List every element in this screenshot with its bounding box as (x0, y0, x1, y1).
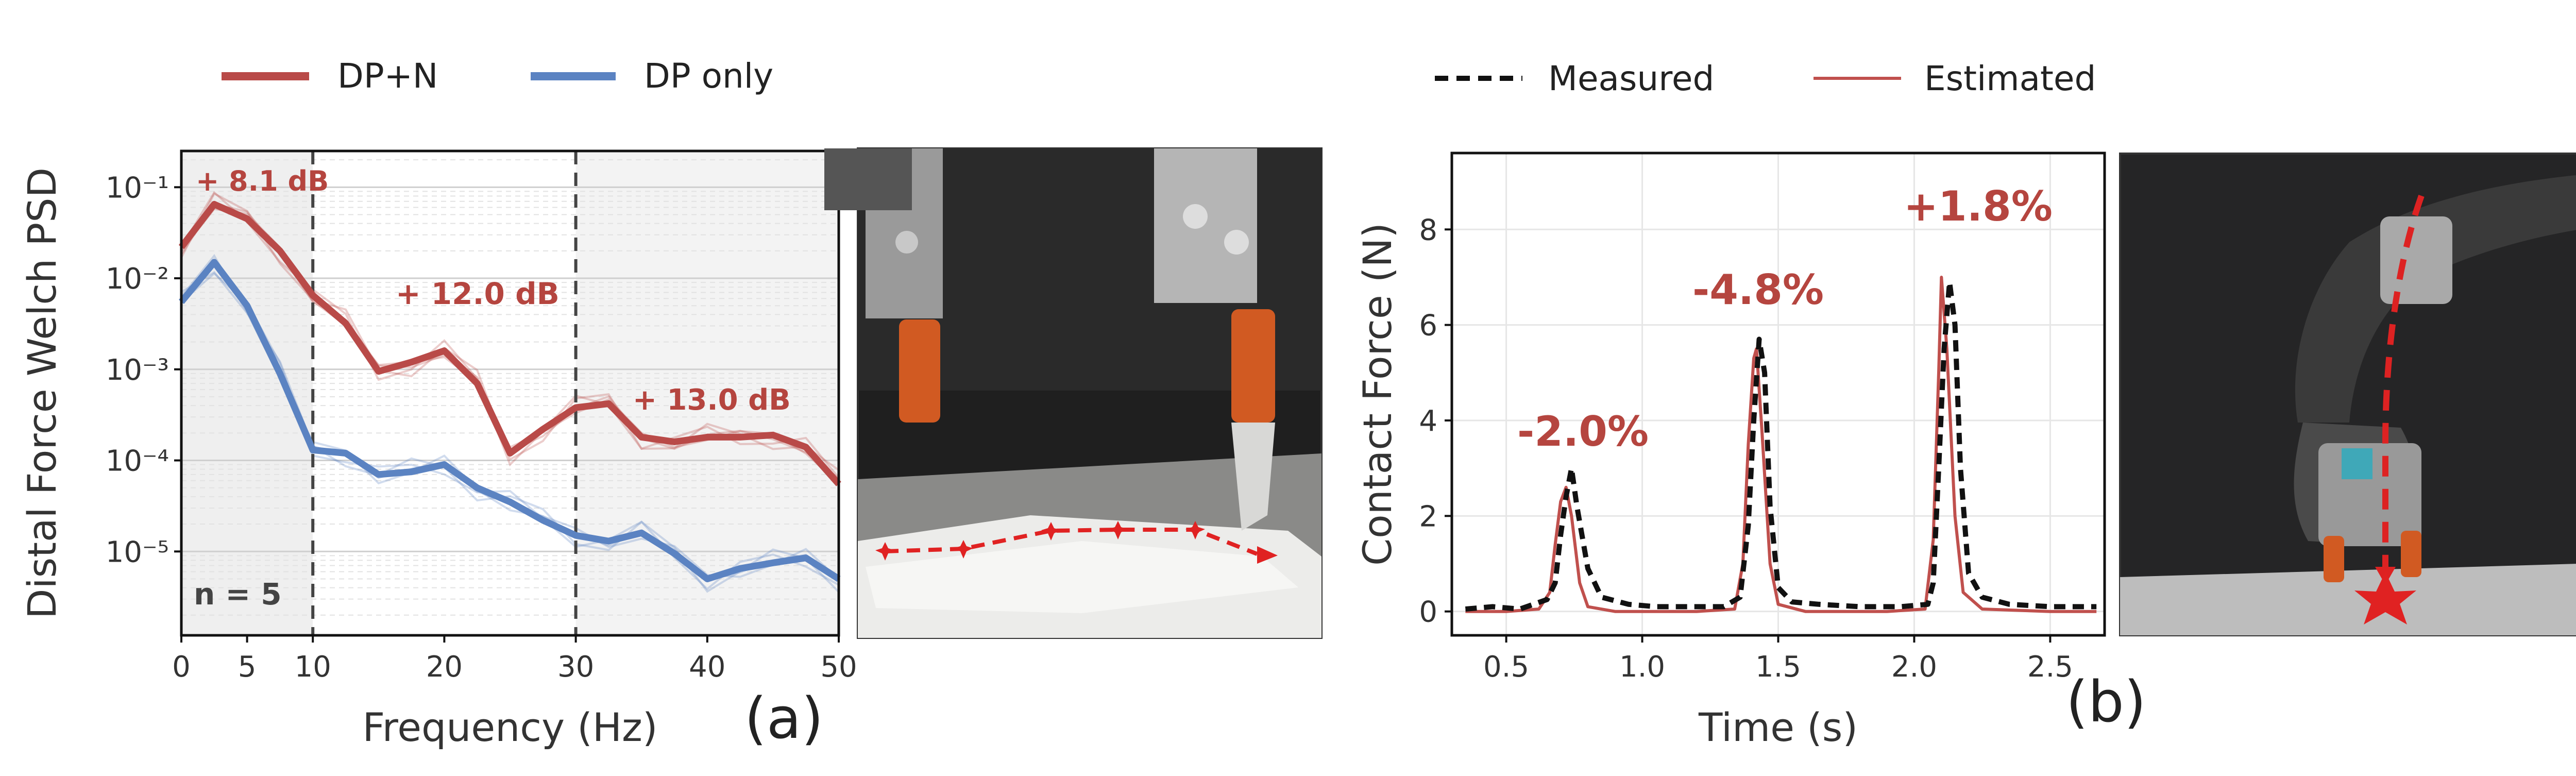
x-tick-label: 40 (689, 650, 725, 684)
robot-sensor-board (2342, 448, 2372, 479)
panel-label-a: (a) (744, 685, 823, 751)
x-tick-label: 50 (820, 650, 857, 684)
star-marker-icon (875, 542, 895, 561)
panel-label-b: (b) (2066, 669, 2146, 735)
y-tick-label: 2 (1419, 500, 1437, 533)
contact-force-chart: 0.5 1.0 1.5 2.0 2.5 0 2 4 6 8 Time (s) Contact F… (1354, 151, 2106, 750)
robot-table-surface (2120, 564, 2576, 635)
psd-annotation-band3: + 13.0 dB (633, 383, 791, 417)
x-tick-label: 0.5 (1483, 650, 1529, 684)
x-tick-label: 20 (426, 650, 463, 684)
right-finger-link (1154, 148, 1257, 303)
force-annotation-peak1: -2.0% (1517, 408, 1649, 456)
contact-point-star-icon (2354, 572, 2416, 625)
robot-finger-pad-left (2324, 536, 2344, 582)
soft-fabric-fold (866, 541, 1298, 613)
psd-y-axis-label: Distal Force Welch PSD (19, 167, 65, 619)
legend-left: DP+N DP only (222, 56, 773, 96)
force-annotation-peak3: +1.8% (1904, 182, 2053, 230)
y-tick-label: 6 (1419, 309, 1437, 343)
legend-estimated-label: Estimated (1924, 59, 2096, 98)
dpn-mean-line (178, 200, 841, 486)
psd-chart: 0 5 10 20 30 40 50 10⁻⁵ 10⁻⁴ 10⁻³ 10⁻² 10⁻¹ Freque… (19, 149, 857, 750)
x-tick-label: 30 (557, 650, 594, 684)
x-tick-label: 5 (238, 650, 257, 684)
legend-measured-label: Measured (1548, 59, 1714, 98)
psd-band-dividers (311, 151, 578, 635)
legend-dponly-label: DP only (644, 56, 773, 96)
robot-arm-photo (2119, 153, 2576, 636)
legend-dpn-label: DP+N (337, 56, 438, 96)
gripper-photo (824, 147, 1323, 639)
force-y-axis-label: Contact Force (N) (1354, 223, 1400, 566)
left-finger-joint (895, 231, 918, 254)
band-high-frequency (575, 151, 839, 635)
right-finger-pad (1231, 309, 1275, 423)
trajectory-markers (875, 521, 1205, 561)
psd-plot-frame (180, 149, 840, 637)
x-tick-label: 2.0 (1891, 650, 1937, 684)
y-tick-label: 0 (1419, 596, 1437, 629)
y-tick-label: 10⁻² (106, 262, 169, 296)
band-mid-frequency (313, 151, 576, 635)
x-tick-label: 1.0 (1619, 650, 1665, 684)
x-tick-label: 2.5 (2027, 650, 2073, 684)
legend-right: Measured Estimated (1435, 59, 2096, 98)
star-marker-icon (1108, 521, 1128, 539)
force-series (1465, 276, 2097, 613)
gripper-trajectory (885, 528, 1258, 556)
psd-series (178, 200, 841, 582)
star-marker-icon (1041, 522, 1061, 541)
right-finger-joint (1183, 204, 1208, 229)
star-marker-icon (954, 540, 973, 559)
star-marker-icon (1185, 521, 1205, 539)
right-finger-tip (1231, 423, 1275, 531)
psd-annotation-band2: + 12.0 dB (396, 276, 560, 311)
y-tick-label: 10⁻¹ (106, 171, 169, 205)
measured-force-line (1465, 279, 2097, 612)
left-finger-base (824, 148, 912, 210)
estimated-force-line (1465, 276, 2097, 613)
psd-x-ticks: 0 5 10 20 30 40 50 (172, 635, 857, 684)
robot-finger-pad-right (2401, 531, 2421, 577)
dponly-mean-line (178, 259, 841, 582)
y-tick-label: 10⁻³ (106, 353, 169, 387)
force-grid (1452, 153, 2105, 635)
x-tick-label: 10 (295, 650, 331, 684)
trajectory-arrow-icon (1257, 546, 1278, 564)
left-finger-pad (899, 319, 940, 423)
robot-arm-link (2295, 175, 2576, 423)
force-y-ticks: 0 2 4 6 8 (1419, 213, 1452, 629)
psd-x-axis-label: Frequency (Hz) (362, 704, 657, 750)
force-annotation-peak2: -4.8% (1692, 266, 1824, 314)
y-tick-label: 10⁻⁵ (106, 535, 169, 569)
y-tick-label: 8 (1419, 213, 1437, 247)
x-tick-label: 0 (172, 650, 191, 684)
trial-line (180, 192, 840, 471)
psd-y-ticks: 10⁻⁵ 10⁻⁴ 10⁻³ 10⁻² 10⁻¹ (106, 171, 181, 569)
trial-line (180, 271, 840, 593)
right-finger-joint-2 (1224, 230, 1249, 255)
force-x-axis-label: Time (s) (1698, 704, 1858, 750)
x-tick-label: 1.5 (1755, 650, 1801, 684)
force-x-ticks: 0.5 1.0 1.5 2.0 2.5 (1483, 635, 2073, 684)
force-direction-indicator (2382, 194, 2425, 572)
y-tick-label: 10⁻⁴ (106, 445, 169, 478)
psd-grid (181, 159, 839, 616)
robot-joint-upper (2380, 216, 2452, 304)
y-tick-label: 4 (1419, 404, 1437, 438)
psd-annotation-band1: + 8.1 dB (196, 165, 329, 197)
psd-sample-size: n = 5 (194, 577, 282, 612)
